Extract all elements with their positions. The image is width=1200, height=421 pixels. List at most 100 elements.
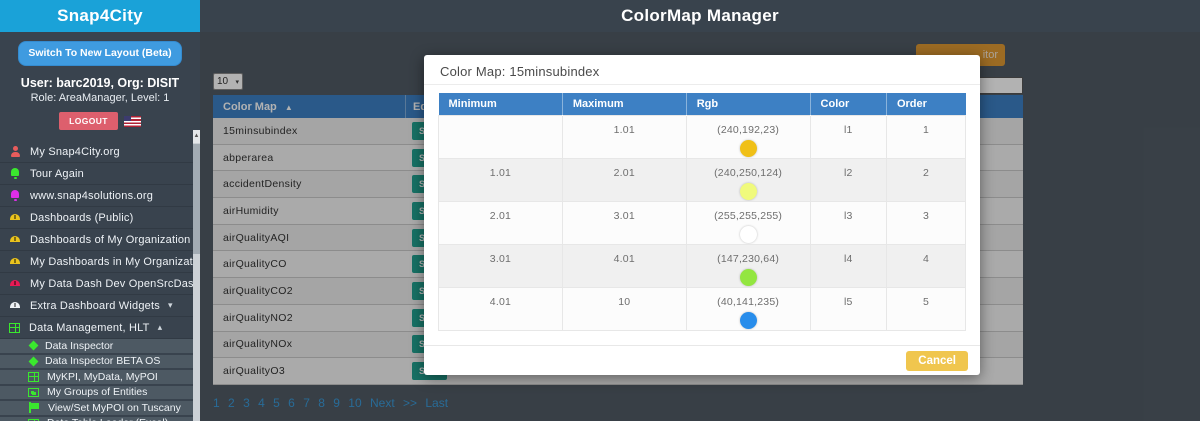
order-value: 3 bbox=[885, 200, 967, 245]
column-header-color: Color bbox=[810, 93, 887, 115]
sidebar-scrollbar[interactable]: ▲ bbox=[193, 130, 200, 421]
rgb-value: (255,255,255) bbox=[714, 209, 783, 222]
sidebar-subitem-groups-of-entities[interactable]: My Groups of Entities bbox=[0, 385, 200, 401]
fast-forward-link[interactable]: >> bbox=[403, 396, 418, 410]
page-link[interactable]: 8 bbox=[318, 396, 325, 410]
cancel-button[interactable]: Cancel bbox=[906, 351, 968, 371]
colormap-name: airQualityCO2 bbox=[223, 284, 293, 297]
bell-icon bbox=[9, 168, 21, 179]
rgb-value: (40,141,235) bbox=[717, 295, 780, 308]
page-link[interactable]: 9 bbox=[333, 396, 340, 410]
sidebar-subitem-label: My Groups of Entities bbox=[47, 386, 148, 399]
sidebar-subitem-data-inspector[interactable]: Data Inspector bbox=[0, 339, 200, 355]
table-header-row: Minimum Maximum Rgb Color Order bbox=[438, 93, 966, 115]
page-link[interactable]: 6 bbox=[288, 396, 295, 410]
table-row: 2.01 3.01 (255,255,255) l3 3 bbox=[438, 200, 967, 245]
sidebar-subitem-data-inspector-beta[interactable]: Data Inspector BETA OS bbox=[0, 354, 200, 370]
order-value: 1 bbox=[885, 114, 967, 159]
rgb-cell: (147,230,64) bbox=[685, 243, 811, 288]
sidebar-subitem-mypoi-tuscany[interactable]: View/Set MyPOI on Tuscany bbox=[0, 401, 200, 417]
sidebar-item-data-management[interactable]: Data Management, HLT ▴ bbox=[0, 317, 200, 339]
sidebar-item-snap4solutions[interactable]: www.snap4solutions.org bbox=[0, 185, 200, 207]
minimum-value: 3.01 bbox=[438, 243, 563, 288]
sidebar-item-dashboards-org[interactable]: Dashboards of My Organization bbox=[0, 229, 200, 251]
page-size-select[interactable]: 10 ▾ bbox=[213, 73, 243, 90]
sidebar-item-my-dashboards[interactable]: My Dashboards in My Organization bbox=[0, 251, 200, 273]
minimum-value: 1.01 bbox=[438, 157, 563, 202]
sidebar-subitem-label: Data Table Loader (Excel) bbox=[47, 417, 168, 421]
sidebar-item-label: My Snap4City.org bbox=[30, 145, 120, 158]
colormap-name: airQualityAQI bbox=[223, 231, 290, 244]
us-flag-icon[interactable] bbox=[123, 115, 141, 127]
color-name: l2 bbox=[809, 157, 887, 202]
table-row: 1.01 (240,192,23) l1 1 bbox=[438, 114, 967, 159]
diamond-icon bbox=[28, 356, 39, 367]
page-title: ColorMap Manager bbox=[200, 0, 1200, 32]
page-link[interactable]: 1 bbox=[213, 396, 220, 410]
sidebar-subitem-data-table-loader[interactable]: Data Table Loader (Excel) bbox=[0, 416, 200, 421]
column-header-rgb: Rgb bbox=[686, 93, 811, 115]
next-page-link[interactable]: Next bbox=[369, 396, 395, 410]
sidebar: Snap4City Switch To New Layout (Beta) Us… bbox=[0, 0, 200, 421]
sidebar-item-label: My Dashboards in My Organization bbox=[30, 255, 200, 268]
maximum-value: 4.01 bbox=[561, 243, 687, 288]
logout-button[interactable]: LOGOUT bbox=[59, 112, 118, 130]
color-swatch bbox=[739, 139, 757, 157]
order-value: 2 bbox=[885, 157, 967, 202]
sidebar-item-label: www.snap4solutions.org bbox=[30, 189, 154, 202]
modal-footer: Cancel bbox=[424, 345, 980, 375]
rgb-cell: (240,192,23) bbox=[685, 114, 811, 159]
sidebar-item-my-snap4city[interactable]: My Snap4City.org bbox=[0, 141, 200, 163]
switch-layout-button[interactable]: Switch To New Layout (Beta) bbox=[18, 41, 182, 66]
maximum-value: 10 bbox=[561, 286, 687, 331]
colormap-name: accidentDensity bbox=[223, 178, 302, 191]
maximum-value: 2.01 bbox=[561, 157, 687, 202]
sidebar-item-label: Dashboards (Public) bbox=[30, 211, 134, 224]
minimum-value bbox=[438, 114, 563, 159]
page-link[interactable]: 7 bbox=[303, 396, 310, 410]
page-link[interactable]: 3 bbox=[243, 396, 250, 410]
table-icon bbox=[28, 372, 39, 383]
colormap-name: abperarea bbox=[223, 151, 274, 164]
page-link[interactable]: 5 bbox=[273, 396, 280, 410]
user-info: User: barc2019, Org: DISIT bbox=[20, 76, 180, 90]
sidebar-item-label: Dashboards of My Organization bbox=[30, 233, 191, 246]
table-icon bbox=[28, 418, 39, 421]
scroll-up-icon[interactable]: ▲ bbox=[193, 130, 200, 143]
gauge-icon bbox=[9, 234, 21, 245]
chevron-down-icon: ▾ bbox=[235, 78, 239, 86]
table-row: 3.01 4.01 (147,230,64) l4 4 bbox=[438, 243, 967, 288]
role-info: Role: AreaManager, Level: 1 bbox=[30, 92, 170, 104]
scrollbar-thumb[interactable] bbox=[193, 144, 200, 254]
modal-title: Color Map: 15minsubindex bbox=[424, 55, 980, 85]
sidebar-subitem-mykpi[interactable]: MyKPI, MyData, MyPOI bbox=[0, 370, 200, 386]
page-size-value: 10 bbox=[217, 76, 229, 87]
chevron-up-icon: ▴ bbox=[157, 322, 163, 332]
page-link[interactable]: 2 bbox=[228, 396, 235, 410]
table-row: 1.01 2.01 (240,250,124) l2 2 bbox=[438, 157, 967, 202]
rgb-value: (240,250,124) bbox=[714, 166, 783, 179]
page-link[interactable]: 4 bbox=[258, 396, 265, 410]
rgb-cell: (255,255,255) bbox=[685, 200, 811, 245]
sidebar-item-data-dash-dev[interactable]: My Data Dash Dev OpenSrcDash bbox=[0, 273, 200, 295]
sidebar-item-extra-widgets[interactable]: Extra Dashboard Widgets ▾ bbox=[0, 295, 200, 317]
last-page-link[interactable]: Last bbox=[425, 396, 449, 410]
color-name: l1 bbox=[809, 114, 887, 159]
gauge-icon bbox=[9, 278, 21, 289]
rgb-cell: (40,141,235) bbox=[685, 286, 811, 331]
page-link[interactable]: 10 bbox=[348, 396, 362, 410]
column-header-colormap[interactable]: Color Map ▲ bbox=[223, 100, 293, 113]
color-swatch bbox=[739, 225, 757, 243]
colormap-name: airQualityNOx bbox=[223, 338, 293, 351]
column-header-maximum: Maximum bbox=[562, 93, 687, 115]
sidebar-item-tour-again[interactable]: Tour Again bbox=[0, 163, 200, 185]
chevron-down-icon: ▾ bbox=[167, 300, 173, 310]
rgb-cell: (240,250,124) bbox=[685, 157, 811, 202]
sidebar-subitem-label: View/Set MyPOI on Tuscany bbox=[48, 401, 181, 414]
sidebar-item-dashboards-public[interactable]: Dashboards (Public) bbox=[0, 207, 200, 229]
gauge-icon bbox=[9, 212, 21, 223]
minimum-value: 4.01 bbox=[438, 286, 563, 331]
sort-asc-icon: ▲ bbox=[284, 102, 293, 112]
color-name: l3 bbox=[809, 200, 887, 245]
